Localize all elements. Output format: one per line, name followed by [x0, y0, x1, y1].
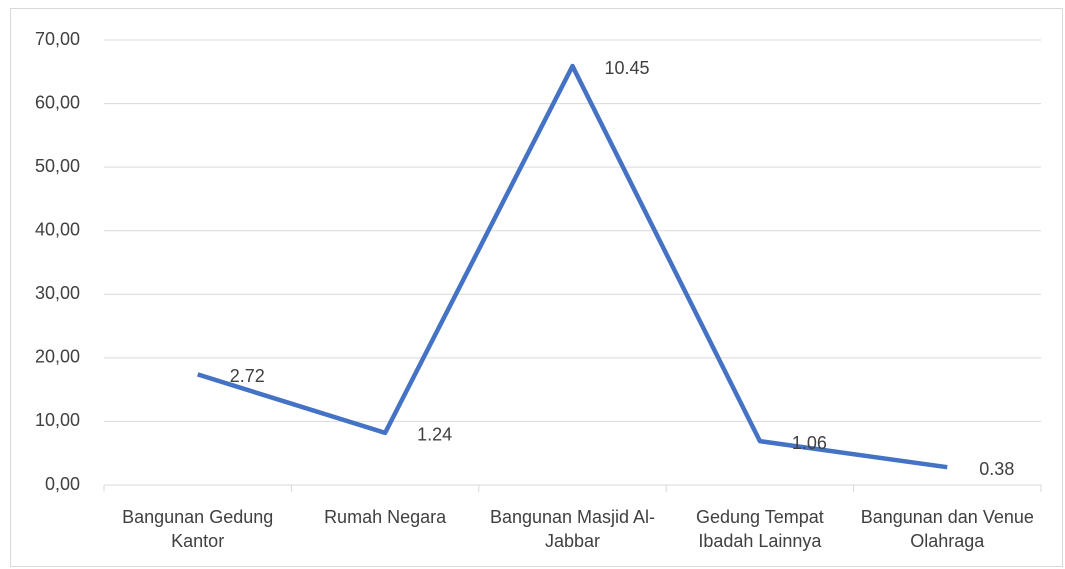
y-tick-label: 30,00 [35, 283, 80, 303]
y-tick-label: 10,00 [35, 410, 80, 430]
data-label: 10.45 [605, 58, 650, 78]
y-tick-label: 60,00 [35, 92, 80, 112]
y-tick-label: 20,00 [35, 347, 80, 367]
y-tick-label: 70,00 [35, 29, 80, 49]
chart-frame [10, 8, 1063, 567]
x-tick-label: Rumah Negara [324, 507, 447, 527]
y-tick-label: 0,00 [45, 474, 80, 494]
x-tick-label: Gedung Tempat Ibadah Lainnya [696, 507, 824, 551]
x-tick-label: Bangunan dan Venue Olahraga [860, 507, 1034, 551]
x-tick-label: Bangunan Gedung Kantor [122, 507, 274, 551]
data-label: 2.72 [230, 366, 265, 386]
data-label: 1.06 [792, 433, 827, 453]
data-label: 1.24 [417, 425, 452, 445]
series-line [197, 63, 948, 470]
x-tick-label: Bangunan Masjid Al-Jabbar [489, 507, 656, 551]
y-tick-label: 40,00 [35, 219, 80, 239]
y-tick-label: 50,00 [35, 156, 80, 176]
data-label: 0.38 [979, 459, 1014, 479]
